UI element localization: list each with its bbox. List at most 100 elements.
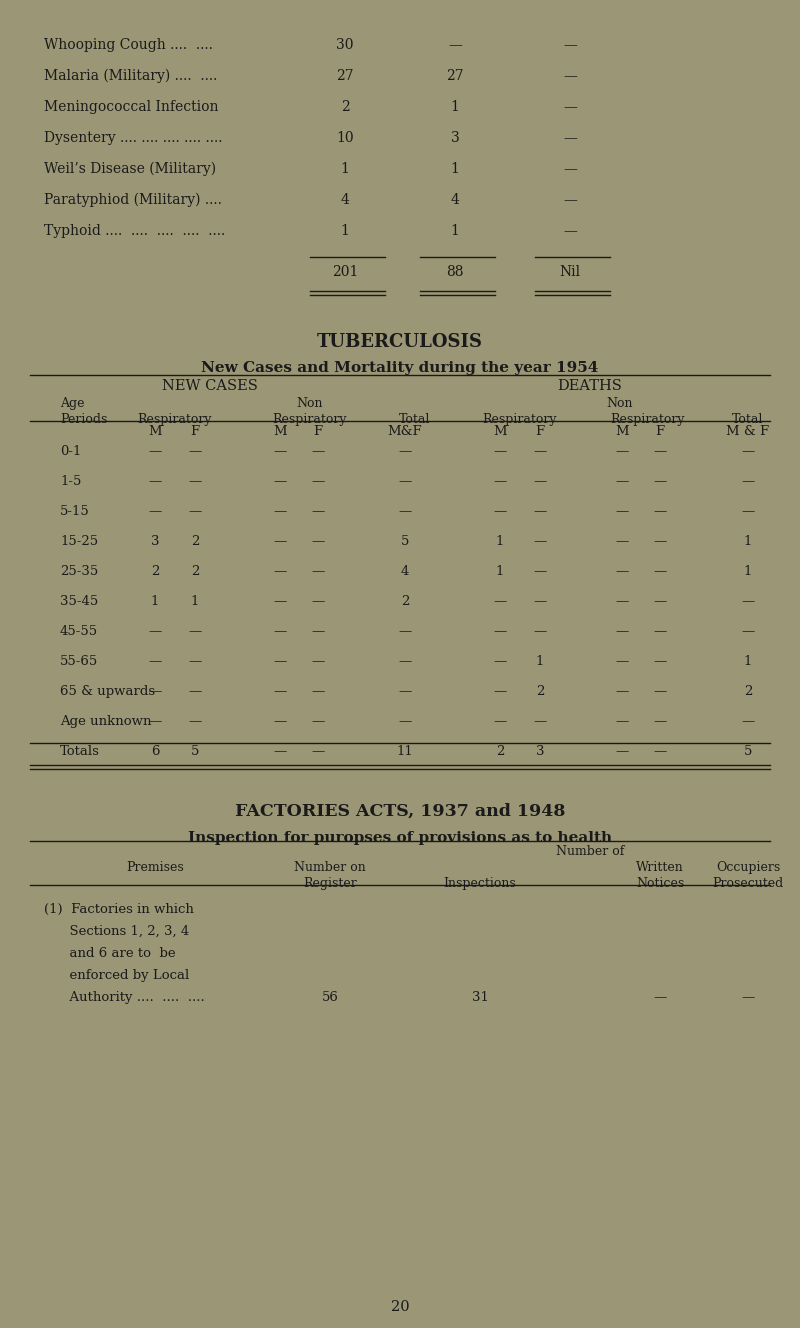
Text: Inspection for puropses of provisions as to health: Inspection for puropses of provisions as… xyxy=(188,831,612,845)
Text: —: — xyxy=(448,39,462,52)
Text: —: — xyxy=(274,505,286,518)
Text: Totals: Totals xyxy=(60,745,100,758)
Text: New Cases and Mortality during the year 1954: New Cases and Mortality during the year … xyxy=(202,361,598,374)
Text: 27: 27 xyxy=(336,69,354,82)
Text: 3: 3 xyxy=(536,745,544,758)
Text: 31: 31 xyxy=(471,991,489,1004)
Text: Respiratory: Respiratory xyxy=(482,413,558,426)
Text: Paratyphiod (Military) ....: Paratyphiod (Military) .... xyxy=(44,193,222,207)
Text: —: — xyxy=(148,655,162,668)
Text: —: — xyxy=(563,100,577,114)
Text: Register: Register xyxy=(303,876,357,890)
Text: —: — xyxy=(654,564,666,578)
Text: M&F: M&F xyxy=(388,425,422,438)
Text: —: — xyxy=(311,714,325,728)
Text: —: — xyxy=(615,745,629,758)
Text: —: — xyxy=(534,475,546,487)
Text: Notices: Notices xyxy=(636,876,684,890)
Text: Total: Total xyxy=(399,413,430,426)
Text: Respiratory: Respiratory xyxy=(610,413,686,426)
Text: —: — xyxy=(188,625,202,637)
Text: —: — xyxy=(615,564,629,578)
Text: 5: 5 xyxy=(191,745,199,758)
Text: 6: 6 xyxy=(150,745,159,758)
Text: 1-5: 1-5 xyxy=(60,475,82,487)
Text: Periods: Periods xyxy=(60,413,107,426)
Text: 2: 2 xyxy=(191,535,199,548)
Text: TUBERCULOSIS: TUBERCULOSIS xyxy=(317,333,483,351)
Text: —: — xyxy=(654,655,666,668)
Text: F: F xyxy=(655,425,665,438)
Text: DEATHS: DEATHS xyxy=(558,378,622,393)
Text: —: — xyxy=(188,505,202,518)
Text: 2: 2 xyxy=(191,564,199,578)
Text: —: — xyxy=(654,625,666,637)
Text: —: — xyxy=(274,714,286,728)
Text: —: — xyxy=(563,131,577,145)
Text: —: — xyxy=(311,505,325,518)
Text: 1: 1 xyxy=(496,535,504,548)
Text: 2: 2 xyxy=(496,745,504,758)
Text: —: — xyxy=(654,685,666,699)
Text: —: — xyxy=(494,475,506,487)
Text: 5: 5 xyxy=(744,745,752,758)
Text: —: — xyxy=(188,714,202,728)
Text: 35-45: 35-45 xyxy=(60,595,98,608)
Text: —: — xyxy=(563,224,577,238)
Text: Respiratory: Respiratory xyxy=(273,413,347,426)
Text: Malaria (Military) ....  ....: Malaria (Military) .... .... xyxy=(44,69,218,84)
Text: —: — xyxy=(654,745,666,758)
Text: —: — xyxy=(615,445,629,458)
Text: M: M xyxy=(148,425,162,438)
Text: 5: 5 xyxy=(401,535,409,548)
Text: 3: 3 xyxy=(150,535,159,548)
Text: —: — xyxy=(494,505,506,518)
Text: —: — xyxy=(563,39,577,52)
Text: 4: 4 xyxy=(341,193,350,207)
Text: —: — xyxy=(398,445,412,458)
Text: —: — xyxy=(148,685,162,699)
Text: —: — xyxy=(274,595,286,608)
Text: Occupiers: Occupiers xyxy=(716,861,780,874)
Text: —: — xyxy=(742,714,754,728)
Text: 2: 2 xyxy=(401,595,409,608)
Text: —: — xyxy=(311,445,325,458)
Text: —: — xyxy=(398,685,412,699)
Text: —: — xyxy=(494,595,506,608)
Text: 88: 88 xyxy=(446,266,464,279)
Text: —: — xyxy=(534,564,546,578)
Text: 2: 2 xyxy=(341,100,350,114)
Text: —: — xyxy=(615,714,629,728)
Text: —: — xyxy=(398,625,412,637)
Text: 1: 1 xyxy=(450,224,459,238)
Text: —: — xyxy=(654,535,666,548)
Text: —: — xyxy=(563,193,577,207)
Text: Written: Written xyxy=(636,861,684,874)
Text: —: — xyxy=(742,991,754,1004)
Text: 1: 1 xyxy=(450,100,459,114)
Text: Typhoid ....  ....  ....  ....  ....: Typhoid .... .... .... .... .... xyxy=(44,224,226,238)
Text: —: — xyxy=(742,445,754,458)
Text: —: — xyxy=(494,625,506,637)
Text: Authority ....  ....  ....: Authority .... .... .... xyxy=(44,991,205,1004)
Text: Age unknown: Age unknown xyxy=(60,714,151,728)
Text: —: — xyxy=(534,535,546,548)
Text: —: — xyxy=(311,685,325,699)
Text: 1: 1 xyxy=(450,162,459,177)
Text: —: — xyxy=(534,595,546,608)
Text: M & F: M & F xyxy=(726,425,770,438)
Text: 1: 1 xyxy=(341,224,350,238)
Text: 3: 3 xyxy=(450,131,459,145)
Text: —: — xyxy=(534,625,546,637)
Text: —: — xyxy=(494,714,506,728)
Text: —: — xyxy=(615,625,629,637)
Text: F: F xyxy=(190,425,199,438)
Text: —: — xyxy=(188,445,202,458)
Text: Inspections: Inspections xyxy=(444,876,516,890)
Text: —: — xyxy=(398,655,412,668)
Text: 1: 1 xyxy=(341,162,350,177)
Text: —: — xyxy=(311,655,325,668)
Text: —: — xyxy=(398,714,412,728)
Text: Non: Non xyxy=(606,397,634,410)
Text: —: — xyxy=(615,685,629,699)
